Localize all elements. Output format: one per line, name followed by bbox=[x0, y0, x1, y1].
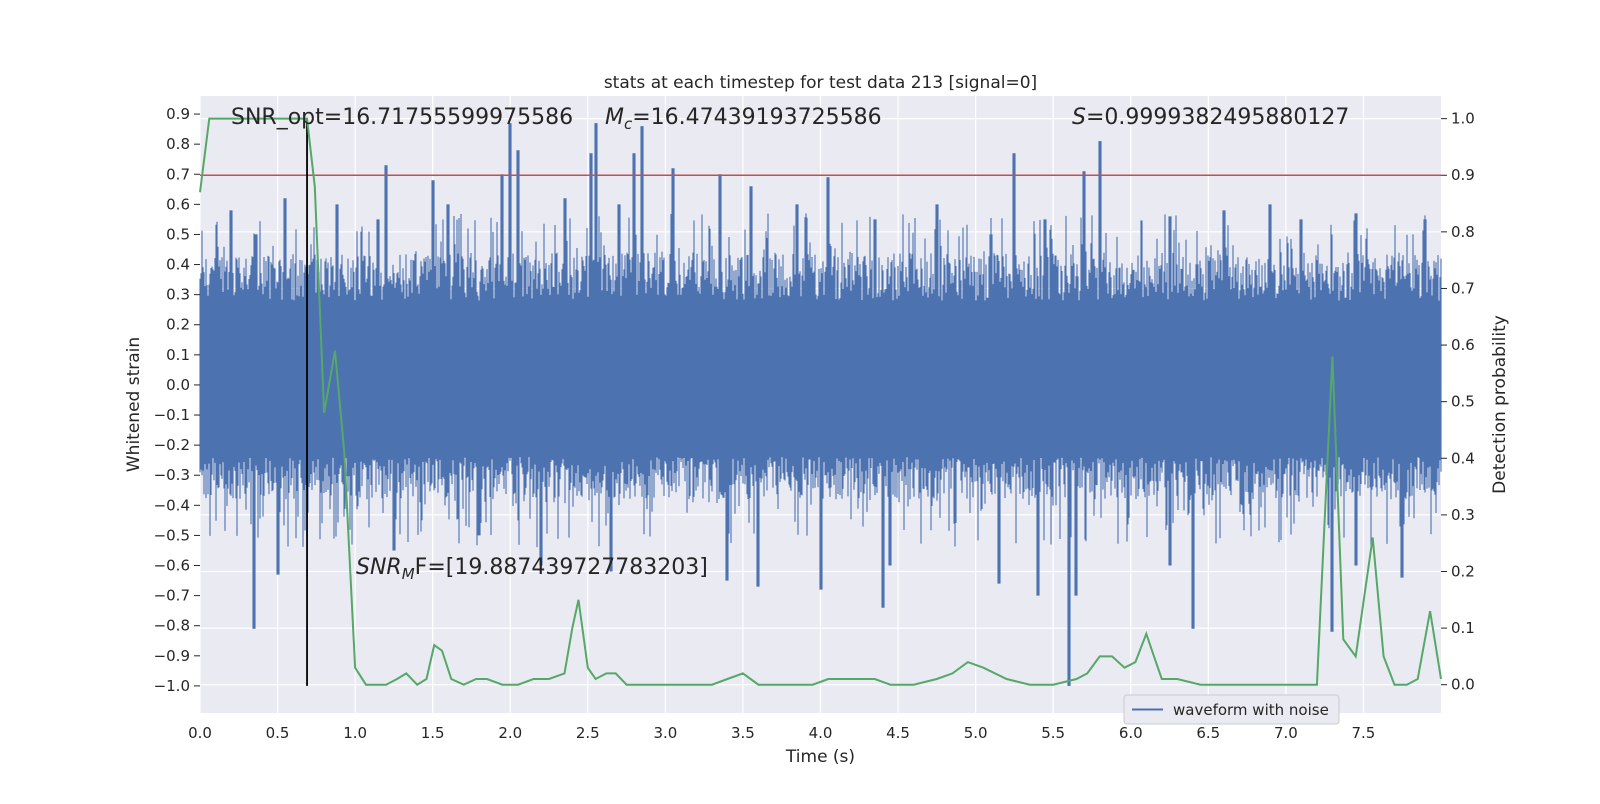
x-tick-label: 3.5 bbox=[731, 724, 755, 742]
y-right-tick-label: 0.9 bbox=[1451, 166, 1475, 184]
y-left-tick-label: −0.9 bbox=[154, 647, 190, 665]
chart-title: stats at each timestep for test data 213… bbox=[604, 73, 1037, 93]
y-right-tick-label: 0.4 bbox=[1451, 449, 1475, 467]
chirp-mass-subscript: c bbox=[624, 115, 633, 133]
y-left-tick-label: −0.7 bbox=[154, 587, 190, 605]
y-tick-labels-right: 1.0 0.9 0.8 0.7 0.6 0.5 0.4 0.3 0.2 0.1 0.0 bbox=[1441, 110, 1475, 694]
y-right-tick-label: 0.1 bbox=[1451, 619, 1475, 637]
x-axis-label: Time (s) bbox=[785, 747, 855, 767]
y-left-tick-label: 0.6 bbox=[166, 195, 190, 213]
y-right-tick-label: 0.5 bbox=[1451, 393, 1475, 411]
x-tick-label: 7.5 bbox=[1352, 724, 1376, 742]
x-tick-label: 6.5 bbox=[1196, 724, 1220, 742]
annotation-s: S=0.9999382495880127 bbox=[1072, 105, 1349, 130]
probability-line bbox=[199, 117, 1442, 686]
chirp-mass-symbol: M bbox=[605, 105, 624, 130]
y-left-tick-label: 0.4 bbox=[166, 256, 190, 274]
waveform-line bbox=[199, 123, 1442, 686]
y-left-tick-label: −0.3 bbox=[154, 466, 190, 484]
y-left-tick-label: 0.2 bbox=[166, 316, 190, 334]
x-tick-label: 1.0 bbox=[343, 724, 367, 742]
x-tick-label: 7.0 bbox=[1274, 724, 1298, 742]
legend-box bbox=[1123, 694, 1340, 725]
x-tick-label: 2.0 bbox=[498, 724, 522, 742]
y-right-tick-label: 1.0 bbox=[1451, 110, 1475, 128]
y-left-tick-label: −0.4 bbox=[154, 496, 190, 514]
y-left-tick-label: 0.5 bbox=[166, 225, 190, 243]
y-right-tick-label: 0.6 bbox=[1451, 336, 1475, 354]
legend-label-waveform: waveform with noise bbox=[1173, 701, 1329, 719]
snr-mf-subscript: M bbox=[402, 565, 415, 583]
y-left-tick-label: 0.0 bbox=[166, 376, 190, 394]
probability-series bbox=[199, 117, 1442, 686]
y-tick-labels-left: 0.9 0.8 0.7 0.6 0.5 0.4 0.3 0.2 0.1 0.0 −0.1 −0.2 −0… bbox=[154, 105, 200, 695]
x-tick-labels: 0.0 0.5 1.0 1.5 2.0 2.5 3.0 3.5 4.0 4.5 5.0 5.5 6.0 6… bbox=[188, 724, 1375, 742]
y-left-tick-label: 0.3 bbox=[166, 286, 190, 304]
chirp-mass-value: =16.47439193725586 bbox=[632, 105, 881, 130]
y-right-tick-label: 0.7 bbox=[1451, 279, 1475, 297]
x-tick-label: 0.0 bbox=[188, 724, 212, 742]
y-left-tick-label: −0.1 bbox=[154, 406, 190, 424]
y-axis-label-left: Whitened strain bbox=[124, 337, 144, 472]
y-left-tick-label: 0.9 bbox=[166, 105, 190, 123]
waveform-series bbox=[199, 118, 1442, 686]
x-tick-label: 1.5 bbox=[421, 724, 445, 742]
annotation-chirp-mass: Mc=16.47439193725586 bbox=[605, 105, 882, 133]
s-symbol: S bbox=[1072, 105, 1086, 130]
y-left-tick-label: −1.0 bbox=[154, 677, 190, 695]
y-left-tick-label: 0.7 bbox=[166, 165, 190, 183]
y-left-tick-label: −0.6 bbox=[154, 557, 190, 575]
y-right-tick-label: 0.8 bbox=[1451, 223, 1475, 241]
y-right-tick-label: 0.2 bbox=[1451, 562, 1475, 580]
x-tick-label: 4.5 bbox=[886, 724, 910, 742]
x-tick-label: 3.0 bbox=[653, 724, 677, 742]
x-tick-label: 2.5 bbox=[576, 724, 600, 742]
x-tick-label: 6.0 bbox=[1119, 724, 1143, 742]
annotation-snr-opt: SNR_opt=16.71755599975586 bbox=[231, 105, 573, 130]
y-left-tick-label: −0.5 bbox=[154, 526, 190, 544]
s-value: =0.9999382495880127 bbox=[1086, 105, 1349, 130]
x-tick-label: 5.5 bbox=[1041, 724, 1065, 742]
y-right-tick-label: 0.3 bbox=[1451, 506, 1475, 524]
x-tick-label: 5.0 bbox=[964, 724, 988, 742]
x-tick-label: 0.5 bbox=[266, 724, 290, 742]
snr-mf-value: F=[19.887439727783203] bbox=[415, 555, 708, 580]
y-axis-label-right: Detection probability bbox=[1490, 315, 1510, 494]
y-left-tick-label: 0.1 bbox=[166, 346, 190, 364]
y-left-tick-label: −0.2 bbox=[154, 436, 190, 454]
y-left-tick-label: −0.8 bbox=[154, 617, 190, 635]
y-right-tick-label: 0.0 bbox=[1451, 676, 1475, 694]
x-tick-label: 4.0 bbox=[809, 724, 833, 742]
annotation-snr-mf: SNRMF=[19.887439727783203] bbox=[356, 555, 708, 583]
snr-mf-symbol: SNR bbox=[356, 555, 402, 580]
y-left-tick-label: 0.8 bbox=[166, 135, 190, 153]
legend: waveform with noise bbox=[1123, 694, 1340, 725]
